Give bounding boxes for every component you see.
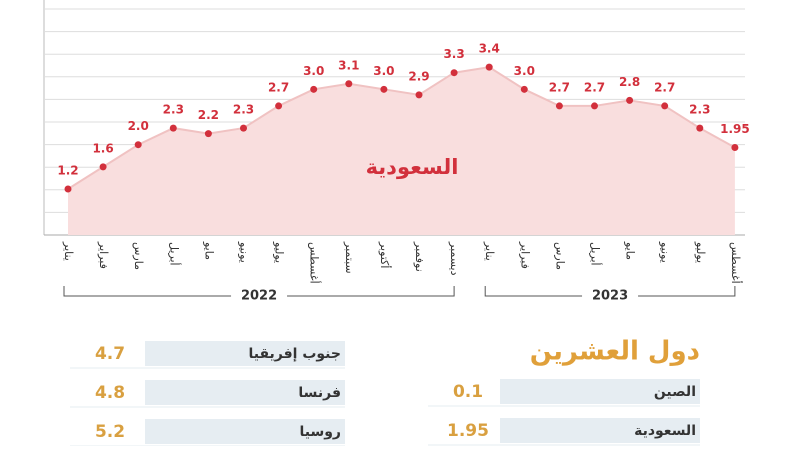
point <box>450 69 458 77</box>
value-label: 2.7 <box>549 80 570 94</box>
value-label: 2.7 <box>268 80 289 94</box>
x-tick-label: أكتوبر <box>378 241 392 268</box>
point <box>555 102 563 110</box>
year-label: 2023 <box>592 289 628 304</box>
row-value: 1.95 <box>447 421 489 441</box>
row-bg <box>500 418 700 443</box>
x-tick-label: سبتمبر <box>343 241 356 274</box>
point <box>64 185 72 193</box>
value-label: 2.7 <box>584 80 605 94</box>
year-bracket <box>63 286 455 297</box>
value-label: 1.2 <box>57 164 78 178</box>
row-label: الصين <box>654 384 696 400</box>
row-bg <box>145 419 345 444</box>
year-label: 2022 <box>241 289 277 304</box>
x-tick-label: يونيو <box>238 241 251 263</box>
row-label: فرنسا <box>298 385 341 401</box>
row-bg <box>500 379 700 404</box>
value-label: 2.9 <box>408 69 429 83</box>
x-tick-label: يناير <box>62 241 75 261</box>
point <box>169 124 177 132</box>
line <box>67 66 736 190</box>
value-label: 2.7 <box>654 80 675 94</box>
point <box>134 141 142 149</box>
x-tick-label: يناير <box>483 241 496 261</box>
year-bracket <box>484 286 736 297</box>
x-tick-label: أغسطس <box>729 242 743 284</box>
point <box>275 102 283 110</box>
x-tick-label: فبراير <box>97 241 110 269</box>
x-tick-label: يوليو <box>694 241 707 263</box>
x-tick-label: فبراير <box>518 241 531 269</box>
value-label: 2.0 <box>128 119 149 133</box>
value-label: 2.3 <box>689 103 710 117</box>
value-label: 2.8 <box>619 75 640 89</box>
point <box>591 102 598 110</box>
point <box>520 85 528 93</box>
x-tick-label: نوفمبر <box>413 241 426 272</box>
point <box>240 124 247 132</box>
area <box>68 67 735 235</box>
row-value: 0.1 <box>453 382 483 402</box>
point <box>310 85 318 93</box>
row-value: 4.8 <box>95 383 125 403</box>
value-label: 2.3 <box>233 103 254 117</box>
row-label: جنوب إفريقيا <box>248 346 341 362</box>
row-value: 4.7 <box>95 344 125 364</box>
point <box>99 163 107 171</box>
value-label: 1.6 <box>92 141 113 155</box>
x-tick-label: مايو <box>624 241 637 260</box>
value-label: 1.95 <box>720 122 750 136</box>
x-tick-label: مارس <box>132 242 145 270</box>
row-label: روسيا <box>299 424 341 440</box>
point <box>696 124 704 132</box>
x-tick-label: أبريل <box>167 242 181 266</box>
point <box>380 85 388 93</box>
value-label: 3.0 <box>373 64 394 78</box>
point <box>345 80 353 88</box>
x-tick-label: مايو <box>202 241 215 260</box>
x-tick-label: يوليو <box>273 241 286 263</box>
value-label: 2.2 <box>198 108 219 122</box>
x-tick-label: ديسمبر <box>448 241 461 276</box>
row-bg <box>145 341 345 366</box>
point <box>415 91 423 99</box>
point <box>204 130 212 138</box>
x-tick-label: مارس <box>553 242 566 270</box>
x-tick-label: يونيو <box>659 241 672 263</box>
point <box>626 96 634 104</box>
value-label: 3.3 <box>443 47 464 61</box>
value-label: 3.0 <box>514 64 535 78</box>
value-label: 3.0 <box>303 64 324 78</box>
g20-title: دول العشرين <box>530 337 700 367</box>
value-label: 3.1 <box>338 58 359 72</box>
row-bg <box>145 380 345 405</box>
point <box>731 143 739 151</box>
value-label: 3.4 <box>479 42 500 56</box>
row-value: 5.2 <box>95 422 125 442</box>
row-label: السعودية <box>634 423 696 439</box>
value-label: 2.3 <box>163 103 184 117</box>
point <box>661 102 669 110</box>
x-tick-label: أبريل <box>589 242 603 266</box>
series-label: السعودية <box>366 155 459 179</box>
point <box>485 63 493 71</box>
x-tick-label: أغسطس <box>308 242 322 284</box>
